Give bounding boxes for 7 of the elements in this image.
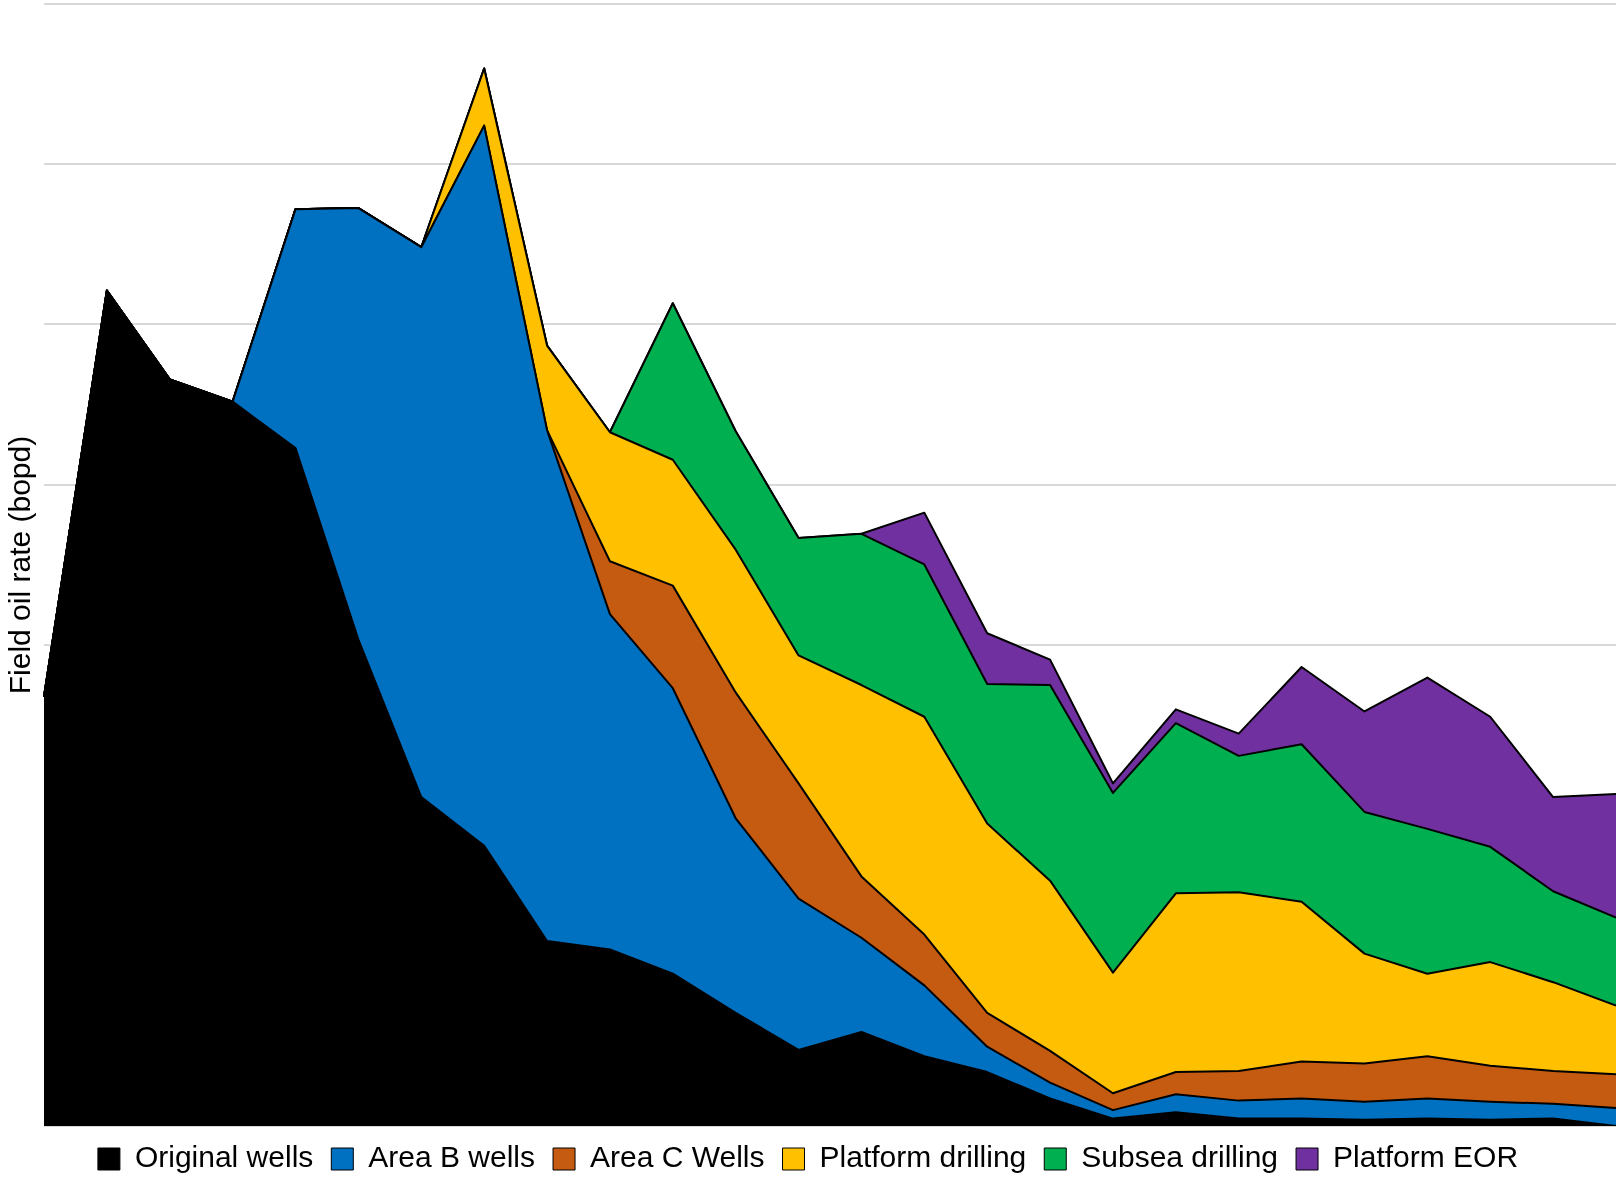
- legend-label: Platform EOR: [1333, 1140, 1519, 1174]
- legend-label: Platform drilling: [819, 1140, 1027, 1174]
- legend-label: Area B wells: [368, 1140, 536, 1174]
- legend-label: Original wells: [134, 1140, 314, 1174]
- legend-label: Area C Wells: [590, 1140, 765, 1174]
- y-axis-title: Field oil rate (bopd): [3, 435, 37, 695]
- legend-label: Subsea drilling: [1081, 1140, 1279, 1174]
